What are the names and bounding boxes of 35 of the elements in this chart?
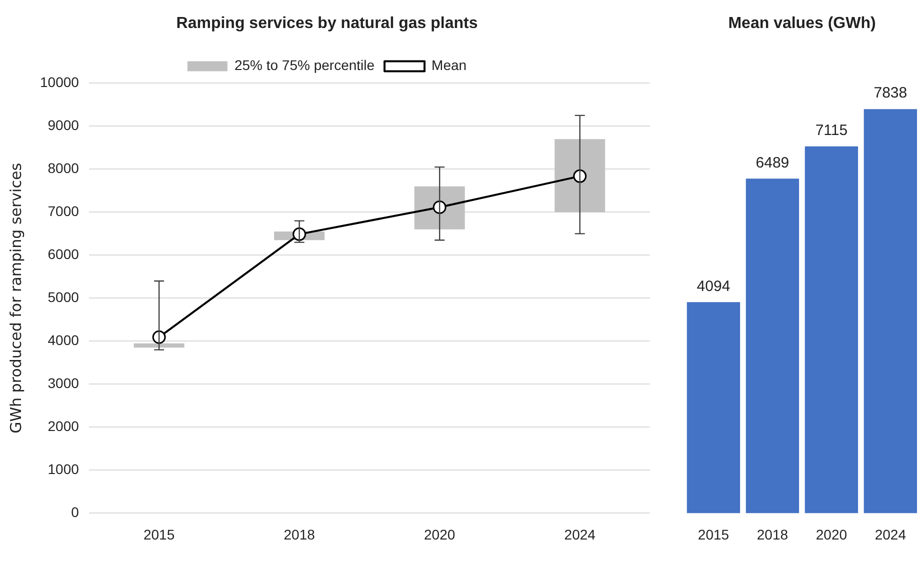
data-label: 7838 bbox=[874, 84, 908, 102]
x-tick-label: 2024 bbox=[874, 526, 906, 542]
y-tick-label: 10000 bbox=[40, 74, 80, 90]
bar bbox=[746, 178, 800, 514]
y-tick-label: 1000 bbox=[48, 461, 80, 478]
chart-title: Ramping services by natural gas plants bbox=[176, 15, 478, 32]
x-tick-label: 2015 bbox=[143, 526, 175, 542]
bar bbox=[686, 302, 740, 514]
x-tick-label: 2024 bbox=[564, 526, 596, 542]
x-tick-label: 2018 bbox=[756, 526, 788, 542]
legend-label: 25% to 75% percentile bbox=[234, 57, 375, 74]
y-tick-label: 8000 bbox=[48, 160, 80, 176]
x-tick-label: 2020 bbox=[424, 526, 456, 542]
y-tick-label: 5000 bbox=[48, 289, 80, 306]
y-tick-label: 2000 bbox=[48, 418, 80, 434]
y-axis-title: GWh produced for ramping services bbox=[6, 162, 25, 434]
bar bbox=[804, 146, 858, 514]
data-label: 7115 bbox=[815, 122, 848, 140]
data-label: 6489 bbox=[756, 154, 790, 172]
data-label: 4094 bbox=[696, 278, 730, 295]
x-tick-label: 2018 bbox=[284, 526, 316, 542]
legend-label: Mean bbox=[432, 57, 467, 74]
y-tick-label: 3000 bbox=[48, 375, 80, 392]
bar bbox=[864, 109, 918, 514]
y-tick-label: 0 bbox=[71, 504, 80, 520]
bar bbox=[414, 186, 465, 230]
y-tick-label: 9000 bbox=[48, 117, 80, 134]
y-tick-label: 7000 bbox=[48, 203, 80, 220]
chart-title: Mean values (GWh) bbox=[728, 15, 876, 32]
y-tick-label: 4000 bbox=[48, 332, 80, 348]
bar bbox=[554, 139, 606, 212]
x-tick-label: 2015 bbox=[698, 526, 730, 542]
x-tick-label: 2020 bbox=[816, 526, 848, 542]
bar bbox=[134, 343, 184, 348]
y-tick-label: 6000 bbox=[48, 246, 80, 262]
